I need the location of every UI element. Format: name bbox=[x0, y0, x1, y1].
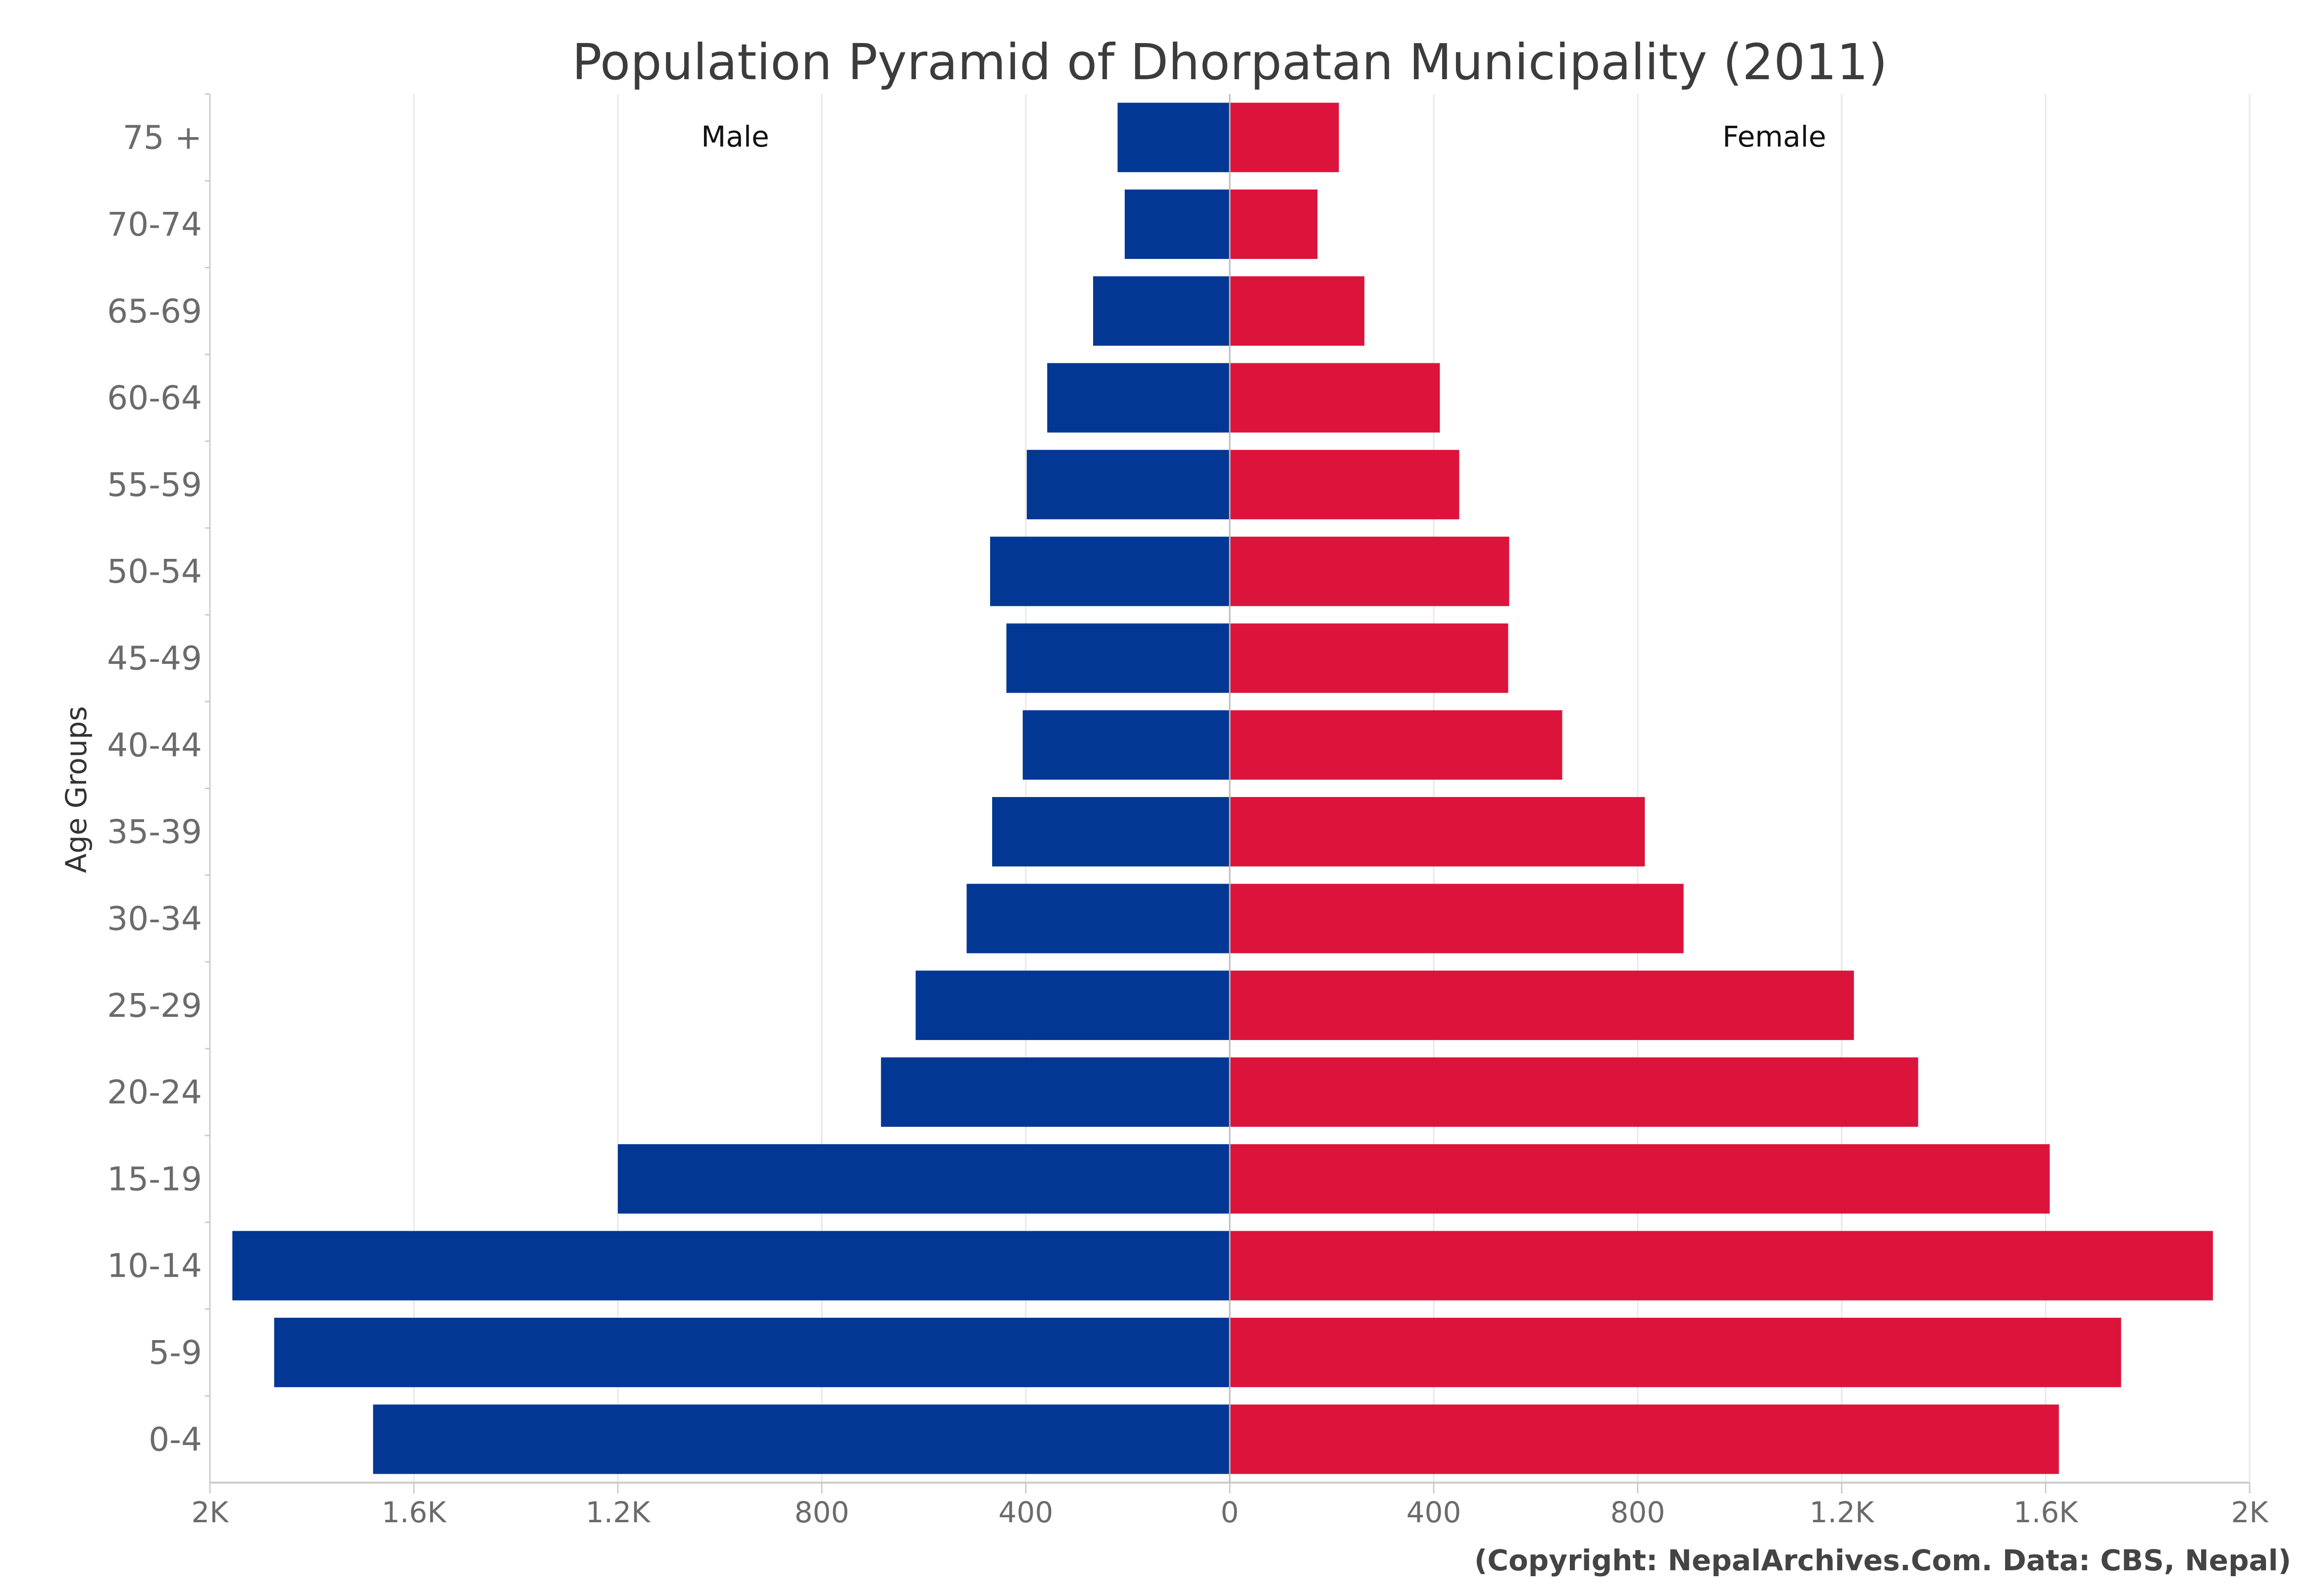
male-bar-30-34[interactable] bbox=[966, 884, 1230, 953]
male-bar-50-54[interactable] bbox=[990, 537, 1230, 606]
bars bbox=[232, 102, 2213, 1474]
x-tick-label: 2K bbox=[192, 1496, 230, 1529]
x-tick-label: 800 bbox=[1610, 1496, 1665, 1529]
y-tick-label: 10-14 bbox=[107, 1247, 202, 1285]
female-bar-50-54[interactable] bbox=[1230, 537, 1509, 606]
axes bbox=[205, 93, 2251, 1494]
y-tick-label: 60-64 bbox=[107, 379, 202, 417]
male-bar-40-44[interactable] bbox=[1022, 710, 1230, 780]
x-tick-label: 1.2K bbox=[1809, 1496, 1875, 1529]
female-bar-70-74[interactable] bbox=[1230, 189, 1318, 259]
male-series-label: Male bbox=[701, 120, 769, 153]
chart-title: Population Pyramid of Dhorpatan Municipa… bbox=[572, 33, 1887, 91]
x-tick-label: 800 bbox=[795, 1496, 850, 1529]
y-tick-label: 40-44 bbox=[107, 726, 202, 764]
x-tick-label: 1.2K bbox=[586, 1496, 651, 1529]
female-bar-35-39[interactable] bbox=[1230, 797, 1645, 867]
female-bar-45-49[interactable] bbox=[1230, 623, 1508, 693]
y-tick-label: 15-19 bbox=[107, 1160, 202, 1198]
male-bar-10-14[interactable] bbox=[232, 1231, 1230, 1300]
y-axis-title: Age Groups bbox=[59, 706, 93, 873]
labels: 2K 1.6K 1.2K 800 400 0 400 800 1.2K 1.6K 2K 75 + 70-… bbox=[107, 119, 2269, 1529]
female-bar-55-59[interactable] bbox=[1230, 449, 1459, 520]
y-tick-label: 5-9 bbox=[149, 1334, 202, 1372]
y-tick-label: 35-39 bbox=[107, 813, 202, 851]
y-tick-label: 65-69 bbox=[107, 292, 202, 330]
x-tick-label: 400 bbox=[1407, 1496, 1461, 1529]
female-bar-5-9[interactable] bbox=[1230, 1317, 2121, 1388]
female-bar-25-29[interactable] bbox=[1230, 970, 1854, 1040]
y-tick-label: 55-59 bbox=[107, 466, 202, 504]
x-tick-label: 1.6K bbox=[2013, 1496, 2079, 1529]
female-bar-0-4[interactable] bbox=[1230, 1404, 2059, 1474]
female-bar-65-69[interactable] bbox=[1230, 276, 1364, 346]
x-tick-label: 0 bbox=[1221, 1496, 1239, 1529]
x-tick-label: 400 bbox=[999, 1496, 1054, 1529]
y-tick-label: 25-29 bbox=[107, 987, 202, 1025]
female-bar-40-44[interactable] bbox=[1230, 710, 1562, 780]
female-bar-15-19[interactable] bbox=[1230, 1144, 2050, 1214]
male-bar-25-29[interactable] bbox=[915, 970, 1230, 1040]
female-bar-10-14[interactable] bbox=[1230, 1231, 2213, 1300]
x-tick-label: 1.6K bbox=[382, 1496, 447, 1529]
y-tick-label: 70-74 bbox=[107, 205, 202, 244]
x-tick-label: 2K bbox=[2231, 1496, 2269, 1529]
female-bar-60-64[interactable] bbox=[1230, 363, 1440, 433]
male-bar-15-19[interactable] bbox=[618, 1144, 1230, 1214]
female-bar-20-24[interactable] bbox=[1230, 1057, 1918, 1127]
credit-text: (Copyright: NepalArchives.Com. Data: CBS… bbox=[1474, 1544, 2291, 1577]
y-tick-label: 75 + bbox=[123, 119, 202, 157]
y-tick-label: 45-49 bbox=[107, 640, 202, 678]
y-tick-label: 20-24 bbox=[107, 1073, 202, 1111]
y-tick-label: 30-34 bbox=[107, 899, 202, 938]
male-bar-60-64[interactable] bbox=[1047, 363, 1230, 433]
male-bar-75[interactable] bbox=[1117, 102, 1230, 172]
male-bar-55-59[interactable] bbox=[1027, 449, 1230, 520]
male-bar-45-49[interactable] bbox=[1006, 623, 1230, 693]
male-bar-70-74[interactable] bbox=[1124, 189, 1230, 259]
male-bar-65-69[interactable] bbox=[1093, 276, 1230, 346]
male-bar-0-4[interactable] bbox=[373, 1404, 1230, 1474]
y-tick-label: 0-4 bbox=[149, 1420, 202, 1458]
y-tick-label: 50-54 bbox=[107, 552, 202, 591]
female-series-label: Female bbox=[1722, 120, 1826, 153]
male-bar-5-9[interactable] bbox=[274, 1317, 1230, 1388]
male-bar-20-24[interactable] bbox=[881, 1057, 1230, 1127]
male-bar-35-39[interactable] bbox=[992, 797, 1230, 867]
female-bar-30-34[interactable] bbox=[1230, 884, 1684, 953]
female-bar-75[interactable] bbox=[1230, 102, 1339, 172]
